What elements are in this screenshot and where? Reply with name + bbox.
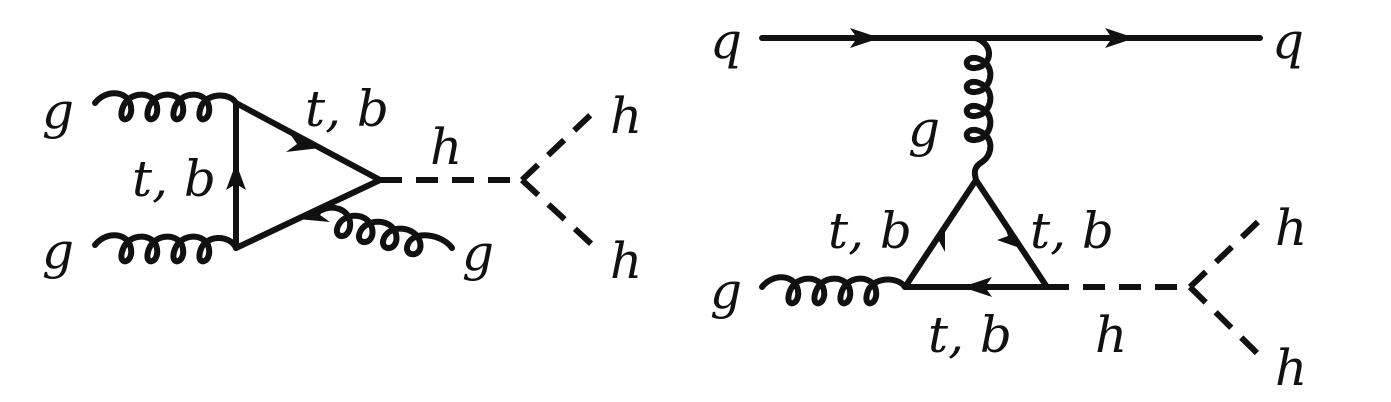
diagram-2-loop-right-line [973,177,1050,290]
diagram-2-label-loop-bottom: t, b [928,306,1012,364]
diagram-1-arrow-up [226,163,246,190]
diagram-2-label-loop-right: t, b [1030,202,1114,260]
diagram-1-label-higgs-internal: h [430,118,462,176]
diagram-2-arrow-bottom [962,277,992,297]
diagram-1-gluon-in-bottom [92,232,239,265]
diagram-1-loop-bottom-line [233,177,383,251]
diagram-1: g g t, b t, b h h h g [42,80,642,290]
diagram-2-label-quark-out: q [1272,12,1304,70]
diagram-2-quark-arrow-left [850,28,880,48]
diagram-2-arrow-right [997,224,1020,248]
diagram-2-quark-arrow-right [1105,28,1135,48]
diagram-1-higgs-out-top-line [519,103,603,183]
diagram-2-higgs-out-top-line [1187,215,1265,290]
diagram-2-gluon-in [759,274,908,307]
diagram-2-gluon-exchange [964,35,994,183]
diagram-1-gluon-in-top [92,90,239,123]
diagram-2: q q g g t, b t, b t, b h h h [710,12,1307,397]
diagram-2-arrow-left [929,222,945,252]
diagram-2-label-higgs-out-top: h [1275,199,1307,257]
diagram-1-label-higgs-out-top: h [610,87,642,145]
diagram-1-label-loop-top: t, b [305,80,389,138]
diagram-1-label-gluon-in-bottom: g [42,222,74,280]
diagram-1-label-gluon-out: g [462,224,494,282]
diagram-1-arrow-top [286,134,320,152]
diagram-1-label-loop-left: t, b [132,150,216,208]
diagram-2-label-gluon-in: g [710,262,742,320]
diagram-1-loop-top-line [233,100,383,183]
diagram-1-label-higgs-out-bottom: h [610,232,642,290]
diagram-2-label-loop-left: t, b [828,202,912,260]
diagram-2-higgs-out-bottom-line [1187,284,1265,361]
diagram-1-label-gluon-in-top: g [42,82,74,140]
diagram-2-label-higgs-out-bottom: h [1275,339,1307,397]
diagram-2-label-quark-in: q [710,12,742,70]
diagram-2-label-gluon-exchange: g [908,100,940,158]
diagram-2-label-higgs-internal: h [1095,306,1127,364]
diagram-1-gluon-out [319,204,455,258]
diagram-1-higgs-out-bottom-line [519,177,603,255]
